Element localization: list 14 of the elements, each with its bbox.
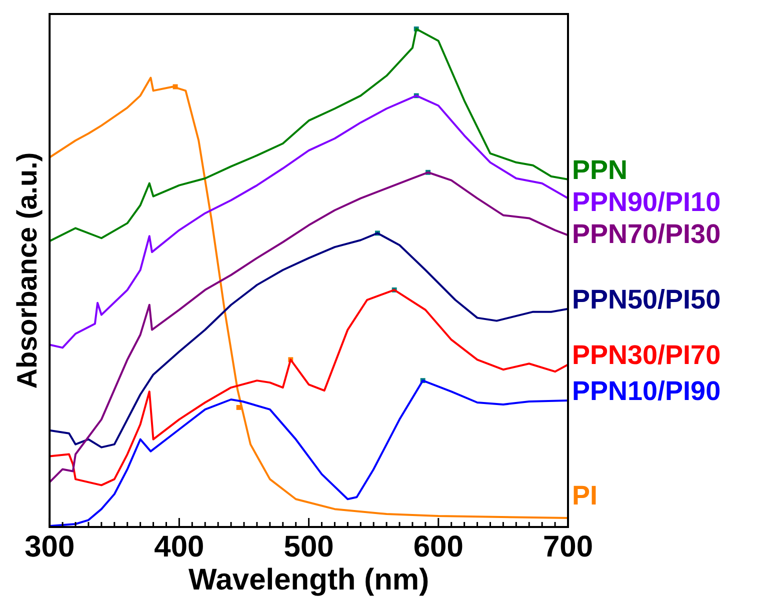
series-label: PPN30/PI70 (572, 340, 721, 370)
x-tick-label: 600 (413, 530, 464, 564)
x-tick-label: 300 (24, 530, 75, 564)
series-label: PPN70/PI30 (572, 218, 721, 249)
series-label: PPN (572, 154, 628, 185)
series-label: PPN10/PI90 (572, 376, 721, 406)
y-axis-title: Absorbance (a.u.) (12, 152, 43, 389)
x-tick-label: 400 (154, 530, 204, 564)
x-tick-label: 500 (284, 530, 334, 564)
x-axis-title: Wavelength (nm) (188, 563, 430, 596)
x-tick-label: 700 (542, 530, 594, 564)
series-label: PPN50/PI50 (572, 284, 721, 314)
series-label: PPN90/PI10 (572, 186, 721, 217)
series-label: PI (572, 480, 598, 510)
